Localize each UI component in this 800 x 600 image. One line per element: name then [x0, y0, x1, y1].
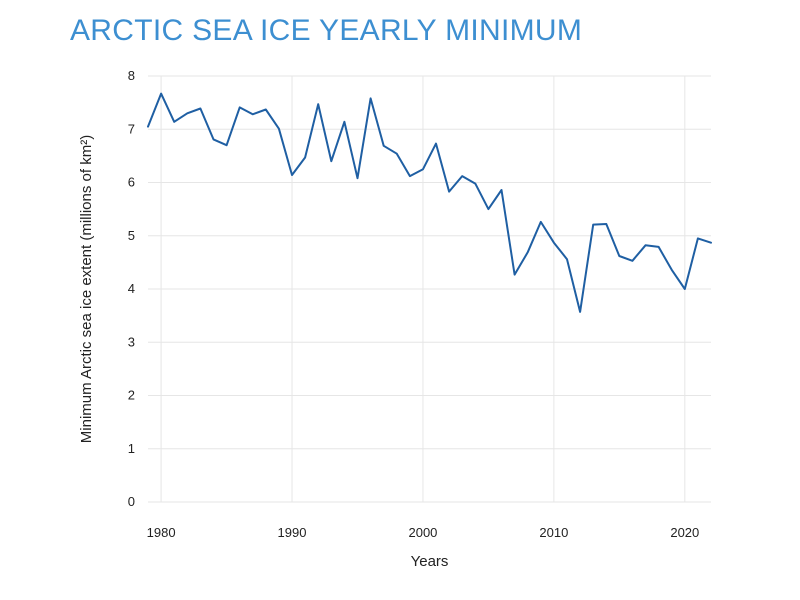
data-point — [185, 111, 190, 116]
data-point — [407, 174, 412, 179]
data-point — [394, 151, 399, 156]
data-point — [368, 96, 373, 101]
y-tick-label: 2 — [128, 388, 135, 403]
data-point — [316, 102, 321, 107]
data-point — [682, 287, 687, 292]
y-axis-ticks: 0 1 2 3 4 5 6 7 8 — [128, 68, 135, 509]
data-point — [224, 143, 229, 148]
data-point — [473, 181, 478, 186]
y-axis-label: Minimum Arctic sea ice extent (millions … — [78, 135, 95, 443]
data-point — [604, 222, 609, 227]
data-point — [630, 258, 635, 263]
data-point — [591, 222, 596, 227]
data-point — [525, 250, 530, 255]
data-point — [329, 159, 334, 164]
x-tick-label: 2010 — [539, 525, 568, 540]
data-point — [617, 253, 622, 258]
data-point — [198, 106, 203, 111]
data-point — [447, 189, 452, 194]
data-point — [486, 207, 491, 212]
data-point — [263, 107, 268, 112]
data-point — [564, 257, 569, 262]
x-axis-label: Years — [411, 553, 449, 570]
data-point — [146, 124, 151, 129]
data-point — [355, 176, 360, 181]
y-tick-label: 3 — [128, 334, 135, 349]
data-point — [211, 137, 216, 142]
data-point — [551, 240, 556, 245]
y-tick-label: 4 — [128, 281, 135, 296]
data-point — [250, 112, 255, 117]
data-point — [290, 173, 295, 178]
data-point — [342, 119, 347, 124]
y-tick-label: 5 — [128, 228, 135, 243]
x-tick-label: 2000 — [408, 525, 437, 540]
data-point — [276, 126, 281, 131]
data-point — [578, 309, 583, 314]
data-point — [499, 187, 504, 192]
data-point — [381, 143, 386, 148]
chart-title: ARCTIC SEA ICE YEARLY MINIMUM — [70, 14, 583, 47]
y-tick-label: 6 — [128, 175, 135, 190]
y-tick-label: 1 — [128, 441, 135, 456]
y-tick-label: 8 — [128, 68, 135, 83]
x-tick-label: 1980 — [147, 525, 176, 540]
data-point — [237, 105, 242, 110]
data-point — [538, 219, 543, 224]
series-line — [147, 92, 712, 313]
data-point — [172, 119, 177, 124]
data-point — [303, 155, 308, 160]
data-point — [695, 236, 700, 241]
grid-lines — [148, 75, 711, 503]
x-tick-label: 1990 — [278, 525, 307, 540]
y-tick-label: 7 — [128, 121, 135, 136]
data-point — [434, 141, 439, 146]
data-point — [709, 240, 714, 245]
data-point — [669, 267, 674, 272]
x-axis-ticks: 1980 1990 2000 2010 2020 — [147, 525, 700, 540]
data-point — [512, 272, 517, 277]
data-point — [656, 244, 661, 249]
data-series — [146, 91, 714, 314]
data-point — [159, 91, 164, 96]
data-point — [420, 167, 425, 172]
x-tick-label: 2020 — [670, 525, 699, 540]
data-point — [643, 243, 648, 248]
data-point — [460, 174, 465, 179]
y-tick-label: 0 — [128, 494, 135, 509]
